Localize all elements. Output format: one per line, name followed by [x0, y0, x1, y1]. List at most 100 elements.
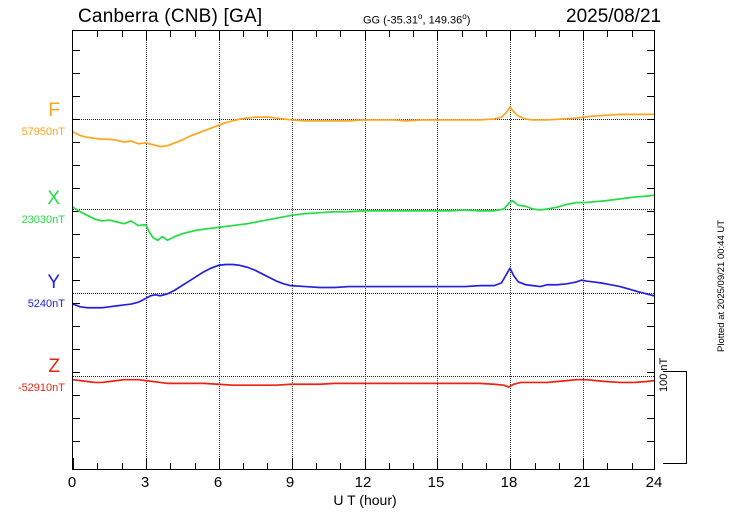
- y-tick: [647, 50, 654, 51]
- y-tick: [647, 326, 654, 327]
- x-tick-top: [534, 31, 536, 37]
- x-tick-minor: [631, 463, 633, 469]
- trace-X: [73, 194, 654, 242]
- x-tick-minor: [485, 463, 487, 469]
- y-tick: [73, 349, 80, 350]
- component-label-Y: Y: [47, 272, 60, 293]
- y-tick: [73, 73, 80, 74]
- y-tick: [73, 441, 80, 442]
- x-tick-top: [607, 31, 609, 37]
- y-tick: [73, 211, 80, 212]
- y-tick: [73, 257, 80, 258]
- page-title: Canberra (CNB) [GA]: [78, 6, 263, 27]
- y-tick: [647, 142, 654, 143]
- x-tick-top: [145, 31, 147, 40]
- y-tick: [647, 280, 654, 281]
- plot-frame: [72, 30, 655, 470]
- x-tick-minor: [194, 463, 196, 469]
- x-tick-top: [267, 31, 269, 37]
- scale-bar-label: 100 nT: [658, 357, 670, 392]
- plotted-at-timestamp: Plotted at 2025/09/21 00:44 UT: [716, 219, 727, 352]
- trace-canvas: [73, 106, 654, 388]
- y-tick: [73, 96, 80, 97]
- x-tick-minor: [607, 463, 609, 469]
- scale-bar-cap-bottom: [663, 463, 687, 464]
- x-tick-top: [413, 31, 415, 37]
- component-baseline-Z: -52910nT: [17, 382, 65, 394]
- x-tick-minor: [97, 463, 99, 469]
- degree-icon: o: [418, 12, 423, 21]
- x-tick-minor: [388, 463, 390, 469]
- x-tick-top: [340, 31, 342, 37]
- x-tick-top: [558, 31, 560, 37]
- x-tick-top: [243, 31, 244, 37]
- x-tick-minor: [461, 463, 463, 469]
- y-tick: [647, 441, 654, 442]
- x-tick-minor: [267, 463, 269, 469]
- y-tick: [73, 395, 80, 396]
- baseline-Y: [73, 293, 654, 294]
- gridline-vertical: [510, 31, 512, 469]
- observation-date: 2025/08/21: [566, 6, 662, 27]
- x-tick-top: [583, 31, 585, 40]
- degree-icon: o: [462, 12, 467, 21]
- x-tick-major: [583, 458, 585, 469]
- x-tick-minor: [170, 463, 172, 469]
- y-tick: [647, 418, 654, 419]
- x-tick-top: [315, 31, 317, 37]
- x-tick-minor: [315, 463, 317, 469]
- x-tick-major: [437, 458, 439, 469]
- component-label-F: F: [48, 100, 60, 121]
- x-tick-major: [73, 458, 74, 469]
- x-tick-major: [364, 458, 366, 469]
- y-tick: [647, 73, 654, 74]
- x-tick-top: [218, 31, 220, 40]
- geo-lon: , 149.36: [422, 14, 463, 27]
- y-tick: [73, 372, 80, 373]
- y-tick: [647, 96, 654, 97]
- y-tick: [73, 50, 80, 51]
- x-tick-minor: [413, 463, 415, 469]
- x-tick-top: [485, 31, 487, 37]
- x-tick-major: [218, 458, 220, 469]
- trace-Y: [73, 263, 654, 309]
- gridline-vertical: [583, 31, 585, 469]
- y-tick: [73, 234, 80, 235]
- y-tick: [647, 395, 654, 396]
- x-tick-top: [97, 31, 99, 37]
- x-tick-top: [364, 31, 366, 40]
- scale-bar-cap-top: [663, 371, 687, 372]
- x-tick-top: [121, 31, 123, 37]
- geographic-coordinates: GG (-35.31o, 149.36o): [363, 12, 470, 27]
- x-tick-top: [170, 31, 172, 37]
- x-tick-top: [510, 31, 512, 40]
- component-baseline-X: 23030nT: [21, 214, 65, 226]
- gridline-vertical: [437, 31, 439, 469]
- x-tick-label: 9: [285, 474, 295, 491]
- y-tick: [647, 165, 654, 166]
- y-tick: [647, 349, 654, 350]
- y-tick: [647, 234, 654, 235]
- x-tick-top: [388, 31, 390, 37]
- x-tick-minor: [558, 463, 560, 469]
- baseline-Z: [73, 376, 654, 377]
- trace-Z: [73, 378, 654, 388]
- y-tick: [73, 142, 80, 143]
- x-tick-top: [461, 31, 463, 37]
- y-tick: [73, 280, 80, 281]
- x-tick-top: [194, 31, 196, 37]
- y-tick: [73, 188, 80, 189]
- x-tick-label: 6: [213, 474, 223, 491]
- x-tick-label: 15: [427, 474, 445, 491]
- component-baseline-F: 57950nT: [21, 126, 65, 138]
- y-tick: [647, 211, 654, 212]
- x-tick-major: [145, 458, 147, 469]
- x-axis-label: U T (hour): [333, 492, 397, 508]
- component-label-X: X: [47, 188, 60, 209]
- y-tick: [73, 119, 80, 120]
- x-tick-label: 12: [354, 474, 372, 491]
- x-tick-minor: [534, 463, 536, 469]
- x-tick-label: 24: [645, 474, 663, 491]
- x-tick-minor: [340, 463, 342, 469]
